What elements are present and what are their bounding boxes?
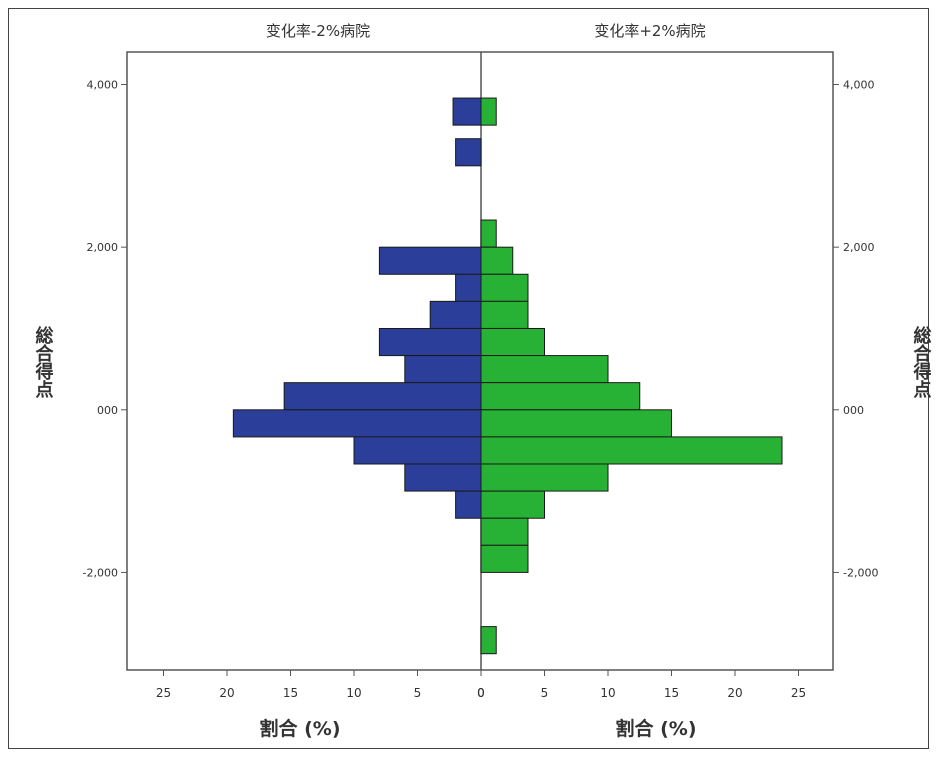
- right-bar-2: [480, 246, 514, 275]
- right-bar-7: [480, 382, 641, 411]
- left-y-axis-label: 総合得点: [33, 325, 55, 399]
- left-bar-4: [429, 300, 482, 329]
- y-tick-label-right-3: -2,000: [843, 566, 878, 579]
- left-series-bars: [232, 97, 482, 519]
- y-tick-label-left-2: 000: [97, 404, 118, 417]
- left-bar-7: [283, 382, 482, 411]
- y-ticks: 4,000 4,000 2,000 2,000 000 000 -2,000 -2,000: [83, 79, 879, 580]
- x-tick-label-1-5: 25: [791, 686, 806, 700]
- right-bar-10: [480, 463, 609, 492]
- left-bar-2: [378, 246, 482, 275]
- x-tick-label-0-0: 25: [156, 686, 171, 700]
- x-tick-label-1-4: 20: [727, 686, 742, 700]
- right-bar-6: [480, 355, 609, 384]
- x-tick-label-0-3: 10: [346, 686, 361, 700]
- right-x-axis-label: 割合 (%): [615, 717, 696, 740]
- left-bar-6: [404, 355, 482, 384]
- right-y-axis-label: 総合得点: [911, 325, 933, 399]
- right-bar-5: [480, 328, 545, 357]
- right-bar-12: [480, 517, 529, 546]
- right-bar-1: [480, 219, 497, 248]
- right-bar-9: [480, 436, 783, 465]
- y-tick-label-left-0: 4,000: [87, 79, 119, 92]
- right-series-bars: [480, 97, 783, 655]
- x-ticks: 25 20 15 10 5 00 5 10 15 20 25: [156, 670, 806, 700]
- right-bar-0: [480, 97, 497, 126]
- right-bar-11: [480, 490, 545, 519]
- left-panel-title: 变化率-2%病院: [266, 22, 370, 40]
- x-tick-label-0-2: 15: [283, 686, 298, 700]
- left-x-axis-label: 割合 (%): [259, 717, 340, 740]
- right-bar-13: [480, 544, 529, 573]
- left-bar-8: [232, 409, 482, 438]
- left-bar-9: [353, 436, 482, 465]
- x-tick-label-1-1: 5: [541, 686, 549, 700]
- y-tick-label-left-1: 2,000: [87, 241, 119, 254]
- left-bar-0: [452, 97, 482, 126]
- x-tick-label-1-0: 0: [477, 686, 485, 700]
- left-bar-10: [404, 463, 482, 492]
- left-bar-5: [378, 328, 482, 357]
- right-bar-8: [480, 409, 672, 438]
- left-bar-11: [455, 490, 482, 519]
- right-bar-3: [480, 273, 529, 302]
- x-tick-label-0-5: 0: [477, 686, 485, 700]
- y-tick-label-right-2: 000: [843, 404, 864, 417]
- x-tick-label-0-4: 5: [414, 686, 422, 700]
- left-bar-1: [455, 138, 482, 167]
- left-bar-3: [455, 273, 482, 302]
- right-bar-14: [480, 626, 497, 655]
- x-tick-label-1-3: 15: [664, 686, 679, 700]
- x-tick-label-1-2: 10: [600, 686, 615, 700]
- x-tick-label-0-1: 20: [219, 686, 234, 700]
- y-tick-label-left-3: -2,000: [83, 566, 118, 579]
- y-tick-label-right-1: 2,000: [843, 241, 875, 254]
- y-tick-label-right-0: 4,000: [843, 79, 875, 92]
- right-bar-4: [480, 300, 529, 329]
- right-panel-title: 变化率+2%病院: [594, 22, 705, 40]
